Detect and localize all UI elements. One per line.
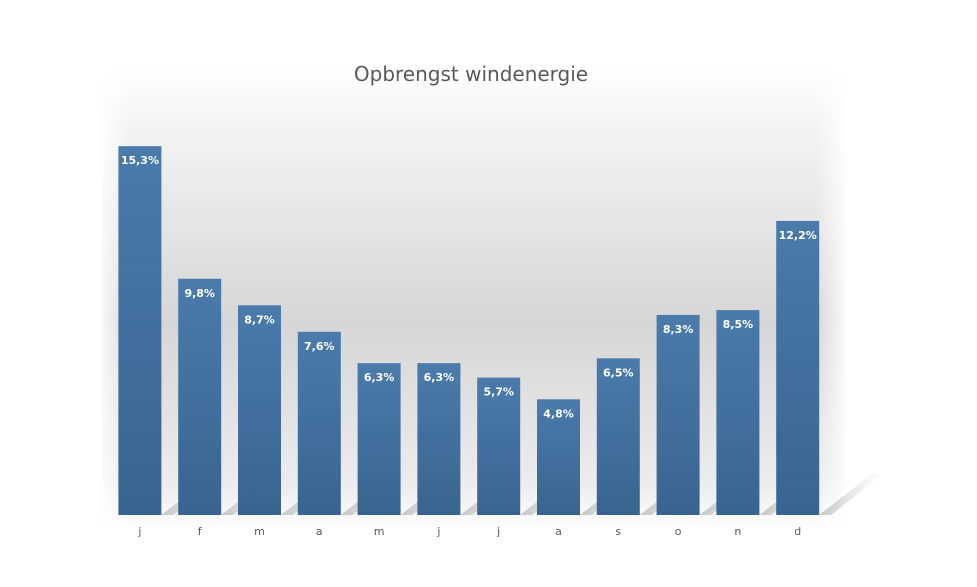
x-tick-label: n xyxy=(734,525,741,538)
data-label: 8,3% xyxy=(663,323,694,336)
data-label: 6,3% xyxy=(364,371,395,384)
bar-shadow xyxy=(819,473,884,515)
bar xyxy=(716,310,760,515)
x-tick-label: m xyxy=(374,525,385,538)
data-label: 8,7% xyxy=(244,313,275,326)
data-label: 5,7% xyxy=(483,386,514,399)
data-label: 6,5% xyxy=(603,366,634,379)
bar xyxy=(596,358,640,515)
x-tick-label: o xyxy=(675,525,682,538)
data-label: 6,3% xyxy=(424,371,455,384)
bar xyxy=(656,314,700,515)
bars xyxy=(118,146,820,516)
data-label: 7,6% xyxy=(304,340,335,353)
bar xyxy=(118,146,162,516)
bar xyxy=(537,399,580,515)
x-tick-label: j xyxy=(496,525,500,538)
data-label: 15,3% xyxy=(121,154,159,167)
x-tick-label: a xyxy=(316,525,323,538)
x-tick-label: d xyxy=(794,525,801,538)
bar xyxy=(178,278,222,515)
x-tick-label: j xyxy=(137,525,141,538)
data-label: 12,2% xyxy=(779,229,817,242)
bar xyxy=(297,331,341,515)
x-tick-label: a xyxy=(555,525,562,538)
bar xyxy=(776,220,820,516)
x-tick-label: m xyxy=(254,525,265,538)
data-label: 8,5% xyxy=(723,318,754,331)
bar xyxy=(238,305,281,515)
data-labels: 15,3% 9,8% 8,7% 7,6% 6,3% 6,3% 5,7% 4,8% 6,5% 8,3… xyxy=(121,154,817,420)
chart-title: Opbrengst windenergie xyxy=(354,62,588,86)
bar xyxy=(357,363,401,515)
data-label: 9,8% xyxy=(184,287,215,300)
data-label: 4,8% xyxy=(543,407,574,420)
x-tick-label: s xyxy=(615,525,621,538)
x-tick-label: j xyxy=(436,525,440,538)
x-tick-label: f xyxy=(198,525,203,538)
bar xyxy=(417,363,461,515)
bar xyxy=(477,377,521,515)
